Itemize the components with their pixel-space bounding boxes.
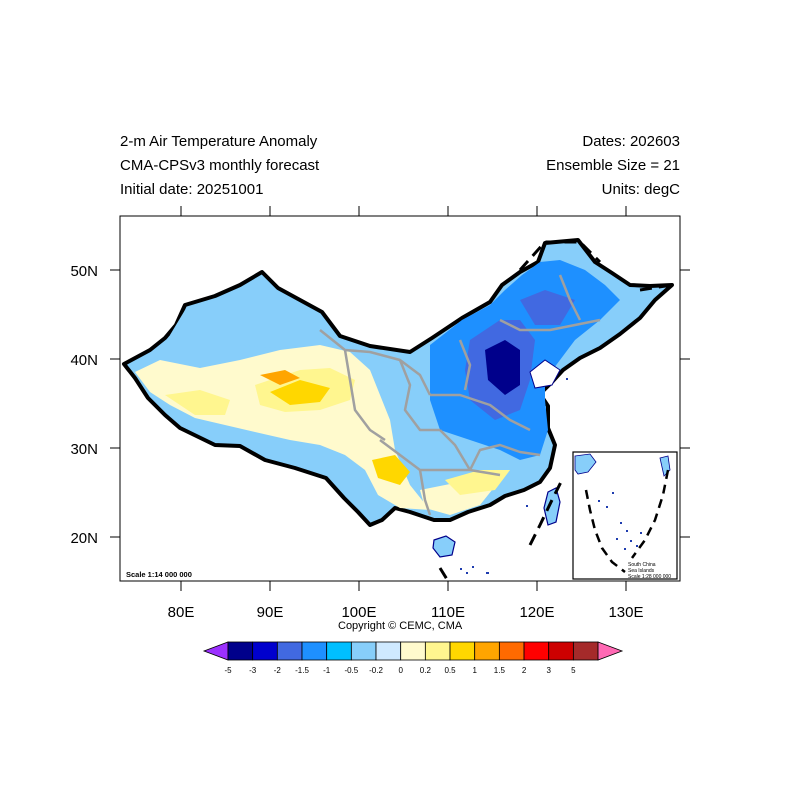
y-tick-50n: 50N — [70, 263, 98, 280]
colorbar-box — [424, 641, 451, 661]
x-tick-130e: 130E — [608, 604, 643, 621]
east-dashed-border — [639, 283, 673, 292]
inset-label-2: Sea Islands — [628, 568, 655, 574]
south-china-sea-inset: South China Sea Islands Scale 1:28 000 0… — [572, 451, 678, 580]
x-tick-120e: 120E — [519, 604, 554, 621]
colorbar-label: 0.2 — [420, 666, 432, 675]
copyright-label: Copyright © CEMC, CMA — [338, 620, 463, 632]
inset-scale-label: Scale 1:28 000 000 — [628, 574, 671, 580]
x-tick-80e: 80E — [168, 604, 195, 621]
inset-coast — [574, 453, 597, 475]
maritime-dashed-line — [438, 479, 564, 581]
title-line-1: 2-m Air Temperature Anomaly — [120, 133, 318, 150]
tibet-orange-zone — [260, 370, 300, 385]
colorbar-label: 2 — [522, 666, 527, 675]
inset-label-1: South China — [628, 562, 656, 568]
colorbar-label: -0.2 — [369, 666, 383, 675]
colorbar-label: 0.5 — [444, 666, 456, 675]
colorbar-box — [498, 641, 525, 661]
small-islands — [460, 378, 568, 574]
colorbar: -5 -3 -2 -1.5 -1 -0.5 -0.2 0 0.2 0.5 1 1.5 2 3 5 — [202, 641, 624, 675]
x-tick-110e: 110E — [431, 604, 465, 621]
inset-dashed-line — [584, 469, 670, 573]
bohai-sea — [529, 359, 561, 389]
colorbar-box — [523, 641, 550, 661]
south-gold-zone — [372, 455, 410, 485]
inset-islands — [598, 492, 642, 550]
y-tick-20n: 20N — [70, 530, 98, 547]
colorbar-label: 0 — [398, 666, 403, 675]
south-yellow-zone — [445, 470, 510, 495]
colorbar-box — [350, 641, 377, 661]
x-tick-90e: 90E — [257, 604, 284, 621]
hainan-island — [432, 535, 456, 558]
west-pale-zone — [135, 345, 430, 510]
ensemble-size-label: Ensemble Size = 21 — [546, 157, 680, 174]
colorbar-box — [301, 641, 328, 661]
y-tick-40n: 40N — [70, 352, 98, 369]
northeast-dashed-border — [518, 240, 602, 271]
axis-ticks — [110, 206, 690, 591]
north-china-dark-zone — [485, 340, 520, 395]
dates-label: Dates: 202603 — [582, 133, 680, 150]
colorbar-box — [326, 641, 352, 661]
colorbar-label: 1.5 — [494, 666, 506, 675]
colorbar-box — [572, 641, 599, 661]
colorbar-box — [548, 641, 574, 661]
x-tick-100e: 100E — [341, 604, 376, 621]
colorbar-box — [375, 641, 402, 661]
province-boundaries — [319, 274, 601, 516]
colorbar-box — [400, 641, 426, 661]
y-tick-30n: 30N — [70, 441, 98, 458]
colorbar-box — [252, 641, 278, 661]
map-content — [122, 238, 674, 581]
tibet-gold-zone — [270, 380, 330, 405]
colorbar-label: 5 — [571, 666, 576, 675]
colorbar-box — [276, 641, 303, 661]
colorbar-box — [474, 641, 500, 661]
colorbar-right-arrow — [597, 641, 624, 661]
colorbar-label: -3 — [249, 666, 257, 675]
taiwan-island — [543, 487, 561, 526]
northeast-royal-zone — [520, 290, 575, 325]
colorbar-label: 3 — [546, 666, 551, 675]
colorbar-label: -5 — [224, 666, 232, 675]
inset-frame — [572, 451, 678, 580]
units-label: Units: degC — [601, 181, 680, 198]
colorbar-label: -2 — [274, 666, 282, 675]
colorbar-left-arrow — [202, 641, 229, 661]
colorbar-label: 1 — [472, 666, 477, 675]
colorbar-label: -1.5 — [295, 666, 309, 675]
title-line-2: CMA-CPSv3 monthly forecast — [120, 157, 320, 174]
colorbar-label: -0.5 — [344, 666, 358, 675]
colorbar-label: -1 — [323, 666, 331, 675]
title-line-3: Initial date: 20251001 — [120, 181, 264, 198]
colorbar-box — [227, 641, 254, 661]
northwest-zone — [170, 282, 320, 348]
map-scale-label: Scale 1:14 000 000 — [126, 570, 192, 579]
west-yellow-zone — [165, 390, 230, 415]
colorbar-box — [449, 641, 476, 661]
